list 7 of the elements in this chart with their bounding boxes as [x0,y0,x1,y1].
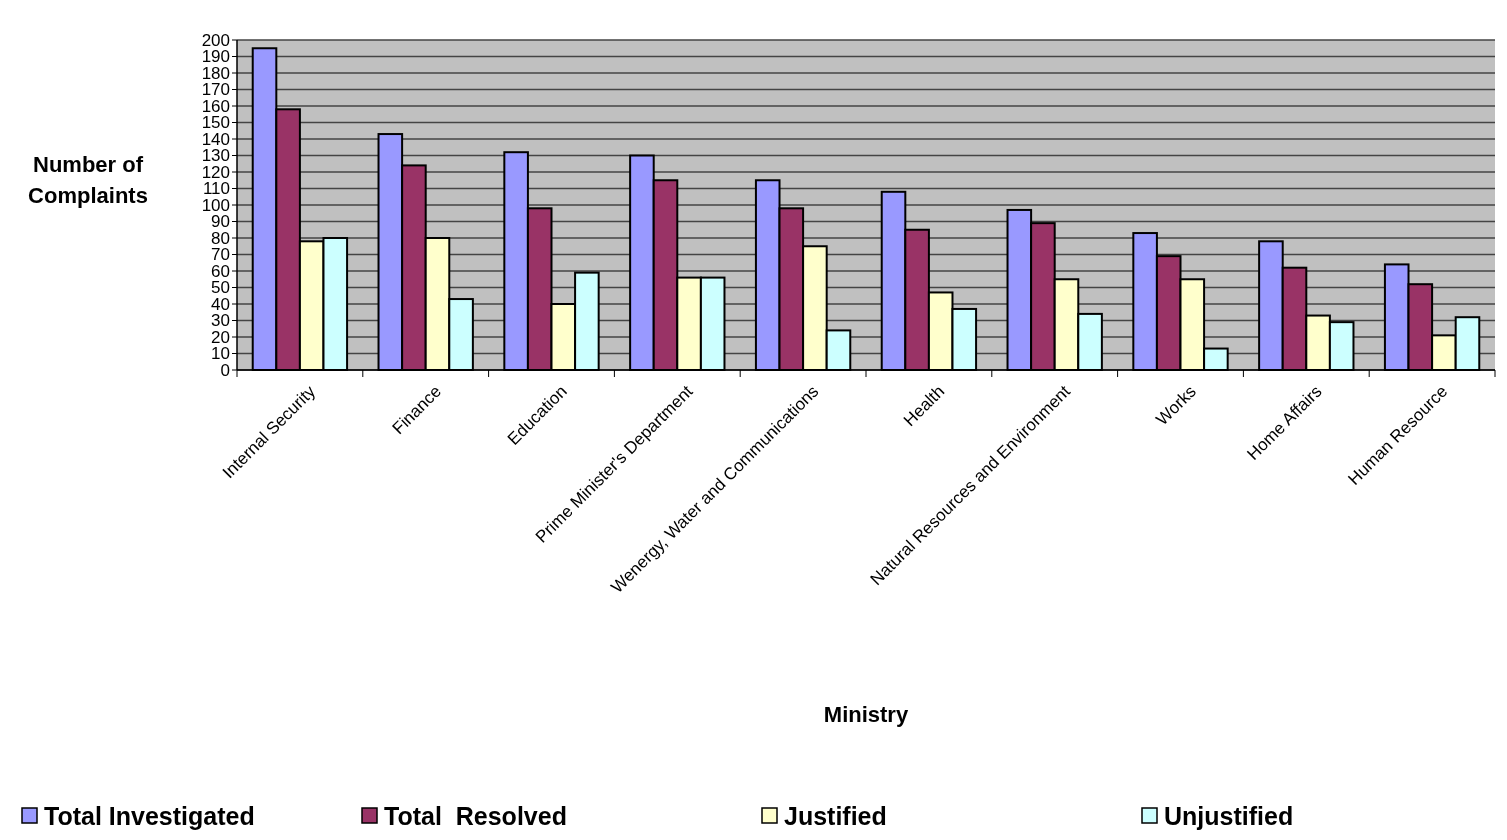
legend-label: Justified [784,802,887,830]
x-axis-title: Ministry [823,702,909,727]
legend-label: Total Investigated [44,802,255,830]
legend-label: Total Resolved [384,802,567,830]
y-tick-label: 200 [201,30,230,50]
y-axis-title: Number of Complaints [28,152,148,208]
legend-label: Unjustified [1164,802,1294,830]
